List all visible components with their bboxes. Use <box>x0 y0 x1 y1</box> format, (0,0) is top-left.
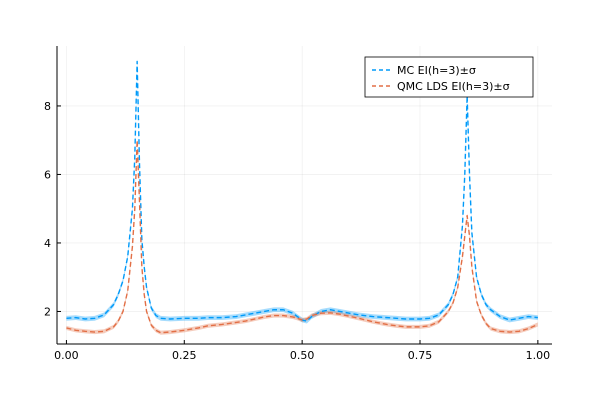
x-tick-label: 0.25 <box>172 349 197 362</box>
axes <box>56 46 552 345</box>
series-line-qmc <box>66 139 539 334</box>
legend-label-qmc: QMC LDS EI(h=3)±σ <box>397 80 510 93</box>
y-tick-label: 8 <box>44 100 51 113</box>
legend-box <box>364 56 534 98</box>
legend: MC EI(h=3)±σ QMC LDS EI(h=3)±σ <box>364 56 534 98</box>
y-tick-label: 4 <box>44 237 51 250</box>
legend-label-mc: MC EI(h=3)±σ <box>397 64 476 77</box>
x-tick-labels: 0.00 0.25 0.50 0.75 1.00 <box>54 340 550 362</box>
y-tick-label: 2 <box>44 305 51 318</box>
series-line-mc <box>66 60 538 322</box>
y-tick-label: 6 <box>44 168 51 181</box>
x-tick-label: 0.75 <box>408 349 433 362</box>
x-tick-label: 1.00 <box>526 349 551 362</box>
x-tick-label: 0.50 <box>290 349 315 362</box>
x-tick-label: 0.00 <box>54 349 79 362</box>
grid <box>57 46 552 344</box>
series-lines <box>66 60 539 334</box>
y-tick-labels: 2 4 6 8 <box>44 100 61 318</box>
